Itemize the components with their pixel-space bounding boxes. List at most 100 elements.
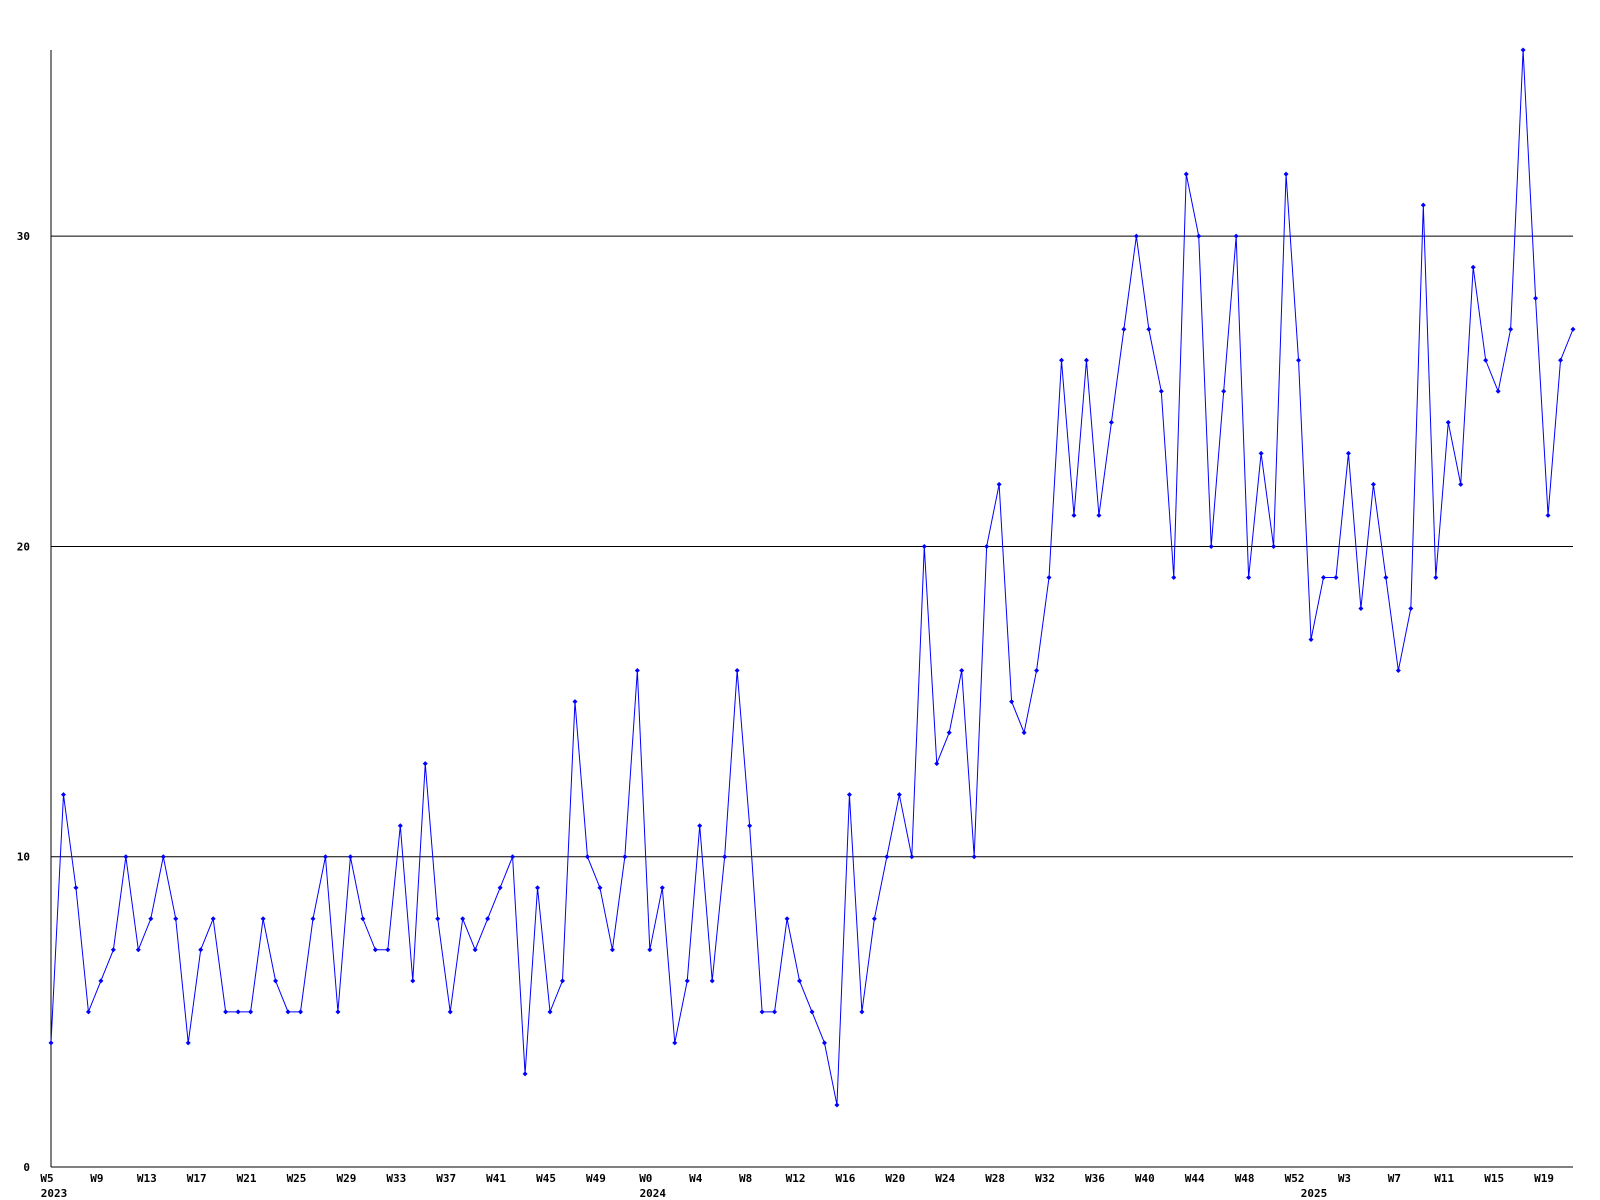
data-point	[285, 1009, 291, 1015]
x-tick-label: W48	[1235, 1172, 1255, 1185]
data-point	[809, 1009, 815, 1015]
data-point	[485, 916, 491, 922]
data-point	[123, 854, 129, 860]
data-point	[1183, 171, 1189, 177]
data-point	[522, 1071, 528, 1077]
data-point	[1558, 357, 1564, 363]
year-label: 2024	[640, 1187, 667, 1200]
data-point	[360, 916, 366, 922]
data-point	[1358, 606, 1364, 611]
year-label: 2023	[41, 1187, 68, 1200]
data-point	[372, 947, 378, 953]
x-tick-label: W9	[90, 1172, 103, 1185]
data-point	[597, 885, 603, 891]
data-point	[260, 916, 266, 922]
data-point	[60, 792, 66, 798]
data-point	[273, 978, 279, 984]
x-tick-label: W52	[1285, 1172, 1305, 1185]
data-point	[135, 947, 141, 953]
x-tick-label: W45	[536, 1172, 556, 1185]
data-point	[335, 1009, 341, 1015]
x-tick-label: W3	[1338, 1172, 1351, 1185]
y-tick-label: 10	[17, 851, 30, 864]
data-point	[1283, 171, 1289, 177]
x-tick-label: W29	[336, 1172, 356, 1185]
data-point	[934, 761, 940, 767]
data-point	[1408, 606, 1414, 611]
data-line	[50, 49, 1574, 1106]
data-point	[185, 1040, 191, 1046]
data-point	[497, 885, 503, 891]
data-point	[946, 730, 952, 736]
data-point	[1059, 357, 1065, 363]
x-tick-label: W21	[237, 1172, 257, 1185]
data-point	[510, 854, 516, 860]
data-point	[460, 916, 466, 922]
data-point	[1520, 47, 1526, 53]
data-point	[447, 1009, 453, 1015]
data-point	[772, 1009, 778, 1015]
data-point	[834, 1102, 840, 1108]
data-point	[1345, 450, 1351, 456]
data-point	[846, 792, 852, 798]
x-tick-label: W7	[1388, 1172, 1401, 1185]
data-point	[659, 885, 665, 891]
data-point	[1433, 574, 1439, 580]
x-tick-label: W36	[1085, 1172, 1105, 1185]
data-point	[1221, 388, 1227, 394]
data-point	[110, 947, 116, 953]
data-point	[385, 947, 391, 953]
data-point	[821, 1040, 827, 1046]
data-point	[1495, 388, 1501, 394]
x-tick-label: W20	[885, 1172, 905, 1185]
data-point	[1271, 543, 1277, 549]
x-tick-label: W0	[639, 1172, 652, 1185]
data-point	[1383, 574, 1389, 580]
data-point	[959, 668, 965, 674]
data-point	[984, 543, 990, 549]
x-tick-label: W12	[786, 1172, 806, 1185]
data-point	[198, 947, 204, 953]
data-point	[223, 1009, 229, 1015]
data-point	[1296, 357, 1302, 363]
x-tick-label: W4	[689, 1172, 703, 1185]
data-point	[609, 947, 615, 953]
data-point	[996, 481, 1002, 487]
data-point	[672, 1040, 678, 1046]
data-point	[1333, 574, 1339, 580]
data-point	[1458, 481, 1464, 487]
data-point	[722, 854, 728, 860]
data-point	[647, 947, 653, 953]
data-point	[1445, 419, 1451, 425]
data-point	[909, 854, 915, 860]
data-point	[1470, 264, 1476, 270]
data-point	[1121, 326, 1127, 332]
data-point	[784, 916, 790, 922]
data-point	[921, 543, 927, 549]
data-point	[584, 854, 590, 860]
x-tick-label: W8	[739, 1172, 752, 1185]
data-point	[48, 1040, 54, 1046]
x-tick-label: W11	[1434, 1172, 1454, 1185]
data-point	[559, 978, 565, 984]
data-point	[73, 885, 79, 891]
data-point	[298, 1009, 304, 1015]
data-point	[160, 854, 166, 860]
data-point	[1308, 637, 1314, 643]
x-tick-label: W17	[187, 1172, 207, 1185]
data-point	[759, 1009, 765, 1015]
x-tick-label: W37	[436, 1172, 456, 1185]
x-tick-label: W32	[1035, 1172, 1055, 1185]
data-point	[1258, 450, 1264, 456]
data-point	[1096, 512, 1102, 518]
data-point	[1083, 357, 1089, 363]
data-point	[148, 916, 154, 922]
data-point	[734, 668, 740, 674]
data-point	[435, 916, 441, 922]
data-point	[397, 823, 403, 829]
data-point	[1508, 326, 1514, 332]
data-point	[1146, 326, 1152, 332]
data-point	[98, 978, 104, 984]
data-point	[1533, 295, 1539, 301]
